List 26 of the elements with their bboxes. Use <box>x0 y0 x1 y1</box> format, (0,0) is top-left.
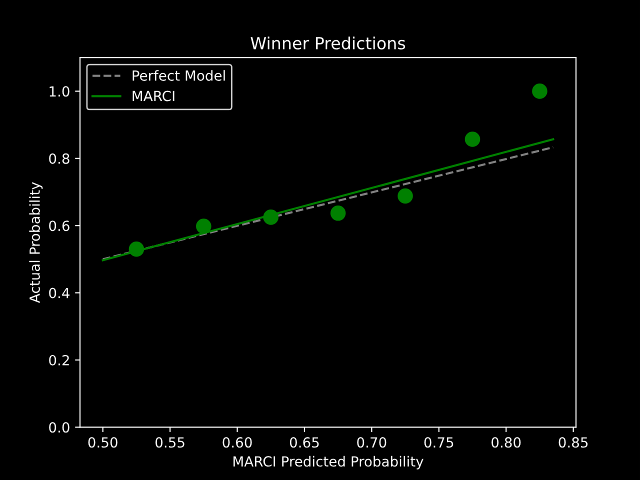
legend-label: MARCI <box>132 90 174 102</box>
x-tick-label: 0.85 <box>558 437 588 448</box>
x-axis-title: MARCI Predicted Probability <box>234 456 424 470</box>
x-tick-label: 0.75 <box>424 437 454 448</box>
y-tick-label: 0.2 <box>49 354 69 366</box>
legend-label: Perfect Model <box>132 70 225 81</box>
y-tick-label: 0.0 <box>49 422 70 433</box>
point <box>128 241 144 257</box>
chart-title: Winner Predictions <box>250 36 406 50</box>
y-tick-label: 1.0 <box>50 86 70 97</box>
x-tick-label: 0.60 <box>222 437 252 448</box>
y-tick-label: 0.8 <box>49 153 70 164</box>
x-tick-label: 0.55 <box>156 437 184 448</box>
x-tick-label: 0.65 <box>290 437 319 448</box>
point <box>263 210 279 225</box>
x-tick-label: 0.70 <box>357 437 386 448</box>
y-axis-title: Actual Probability <box>29 182 43 303</box>
y-tick-label: 0.6 <box>49 220 70 232</box>
point <box>532 84 548 99</box>
point <box>464 132 480 147</box>
x-tick-label: 0.50 <box>88 437 118 448</box>
y-tick-label: 0.4 <box>49 288 70 298</box>
point <box>196 218 212 234</box>
point <box>398 188 413 204</box>
x-tick-label: 0.80 <box>492 437 521 448</box>
point <box>330 206 346 221</box>
